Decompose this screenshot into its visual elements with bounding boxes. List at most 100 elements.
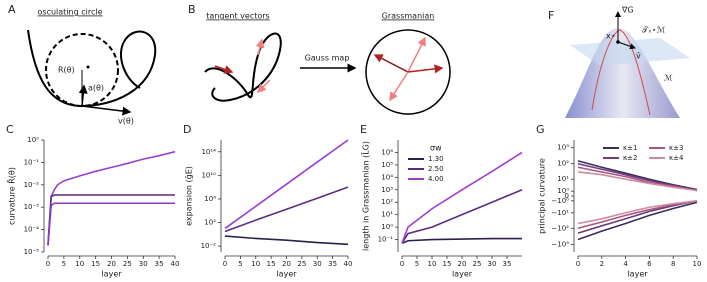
series-line — [577, 166, 698, 192]
x-tick-label: 2 — [600, 260, 604, 268]
y-axis-label: curvature R̄(θ) — [6, 167, 16, 225]
y-tick-label: 10⁻⁴ — [24, 226, 40, 234]
panel-label: G — [536, 123, 545, 136]
y-tick-label: 10⁻² — [201, 242, 217, 250]
diagram-a: A osculating circle R(θ) a(θ) v(θ) — [8, 3, 157, 126]
y-tick-label: 10⁶ — [204, 195, 216, 203]
series-line — [577, 200, 698, 230]
y-tick-label: 10⁵ — [381, 161, 393, 169]
tangent-arrow — [256, 79, 271, 94]
tangent-arrow — [214, 65, 234, 74]
series-line — [47, 202, 175, 246]
arrow-label: Gauss map — [305, 54, 350, 63]
gauss-arrow — [407, 64, 444, 74]
curve — [204, 32, 282, 102]
series-line — [47, 150, 176, 246]
x-tick-label: 30 — [139, 260, 148, 268]
diagram-b: B tangent vectors Gauss map Grassmanian — [188, 3, 451, 115]
x-tick-label: 10 — [693, 260, 702, 268]
y-tick-label: 10³ — [381, 186, 393, 194]
x-tick-label: 35 — [155, 260, 164, 268]
y-axis-label: expansion (ḡE) — [185, 166, 194, 226]
y-tick-label: 10⁰ — [381, 223, 393, 231]
legend-label: 1.30 — [428, 155, 444, 163]
gauss-arrow — [407, 36, 426, 73]
x-tick-label: 15 — [443, 260, 452, 268]
x-tick-label: 0 — [576, 260, 580, 268]
series-line — [577, 201, 698, 241]
diagram-label: x⋆ — [606, 32, 616, 41]
y-axis-label: length in Grassmanian (L̄G) — [360, 141, 370, 251]
diagram-label: 𝒯ₓ⋆ℳ — [642, 26, 666, 35]
x-tick-label: 15 — [267, 260, 276, 268]
x-tick-label: 30 — [488, 260, 497, 268]
series-line — [577, 171, 698, 192]
y-tick-label: 10⁻² — [24, 181, 40, 189]
x-tick-label: 0 — [223, 260, 227, 268]
series-line — [401, 151, 523, 244]
y-tick-label: 10³ — [557, 144, 569, 152]
y-tick-label: 10⁰ — [557, 187, 569, 195]
y-tick-label: 10¹⁴ — [201, 148, 216, 156]
gauss-arrow — [373, 54, 409, 73]
curve — [27, 29, 157, 108]
x-tick-label: 5 — [238, 260, 242, 268]
series-line — [224, 139, 349, 230]
x-tick-label: 25 — [297, 260, 306, 268]
legend: κ±1 κ±2 κ±3 κ±4 — [603, 144, 684, 162]
direction-arrow — [617, 41, 636, 50]
series-line — [577, 200, 698, 234]
x-tick-label: 4 — [623, 260, 628, 268]
diagram-title: Grassmanian — [382, 12, 435, 21]
panel-label: E — [360, 123, 367, 136]
x-tick-label: 15 — [91, 260, 100, 268]
x-tick-label: 6 — [647, 260, 652, 268]
x-tick-label: 25 — [123, 260, 132, 268]
panel-label: B — [188, 3, 196, 16]
x-axis-label: layer — [452, 270, 473, 279]
center — [86, 65, 90, 69]
y-tick-label: 10⁻⁵ — [24, 248, 40, 256]
series-line — [401, 189, 523, 244]
y-tick-label: 10⁶ — [381, 148, 393, 156]
series-line — [401, 237, 522, 245]
y-tick-label: 10¹⁰ — [201, 171, 216, 179]
y-tick-label: 10⁰ — [27, 136, 39, 144]
x-tick-label: 25 — [473, 260, 482, 268]
legend-label: 2.50 — [428, 165, 444, 173]
series-line — [47, 194, 175, 246]
panel-label: A — [8, 3, 16, 16]
x-tick-label: 20 — [458, 260, 467, 268]
diagram-label: v(θ) — [118, 117, 134, 126]
series-line — [577, 162, 698, 192]
geodesic — [591, 29, 651, 116]
legend-label: 4.00 — [428, 175, 444, 183]
diagram-label: v̂ — [636, 51, 641, 61]
series-line — [577, 200, 698, 225]
y-axis-label: principal curvature — [538, 158, 547, 234]
series-line — [224, 235, 349, 246]
grassmanian-circle — [365, 29, 451, 115]
y-tick-label: 10² — [557, 160, 569, 168]
manifold — [565, 28, 680, 118]
legend-label: κ±3 — [669, 144, 683, 152]
diagram-label: R(θ) — [58, 66, 75, 75]
x-tick-label: 30 — [313, 260, 322, 268]
panel-label: C — [6, 123, 14, 136]
diagram-label: ∇G — [621, 6, 634, 15]
y-tick-label: 10¹ — [381, 211, 393, 219]
x-tick-label: 10 — [251, 260, 260, 268]
y-tick-label: 0 — [565, 192, 569, 200]
velocity-arrow — [81, 105, 132, 116]
panel-label: F — [548, 9, 554, 22]
x-tick-label: 35 — [503, 260, 512, 268]
y-tick-label: 10⁻³ — [24, 203, 40, 211]
diagram-title: osculating circle — [38, 8, 103, 17]
x-axis-label: layer — [101, 270, 122, 279]
diagram-title: tangent vectors — [206, 12, 269, 21]
y-tick-label: 10² — [381, 198, 393, 206]
series-line — [224, 186, 349, 233]
series-line — [577, 160, 698, 191]
x-tick-label: 8 — [671, 260, 675, 268]
